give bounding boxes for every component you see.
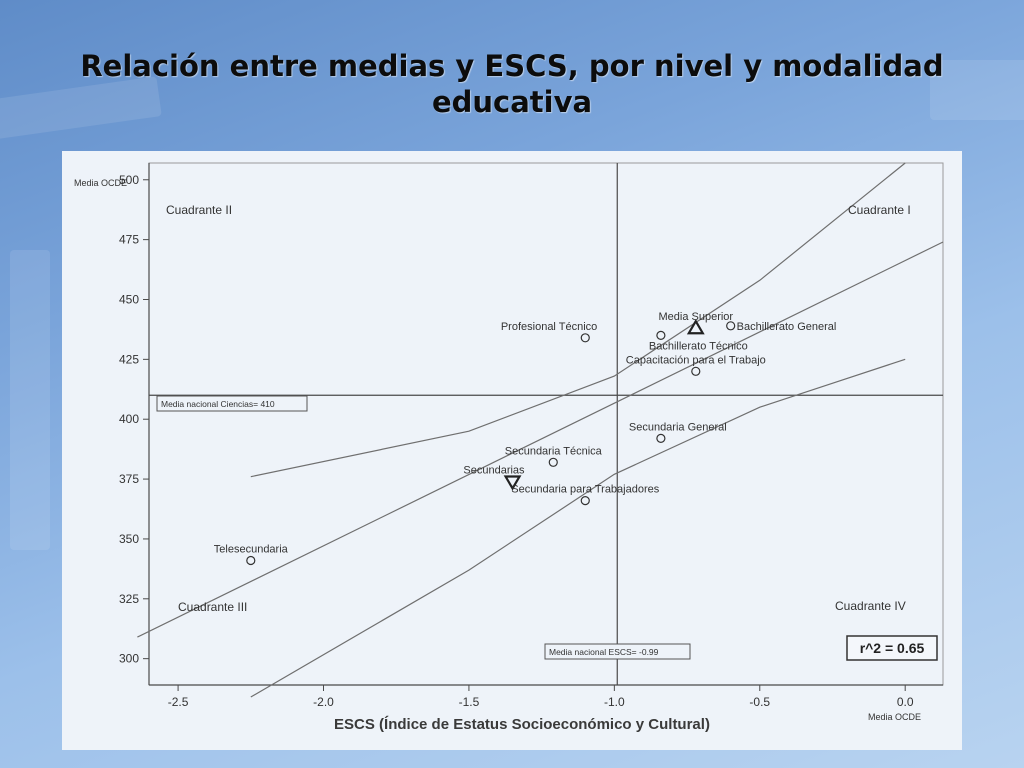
point-marker-circle bbox=[580, 496, 590, 506]
point-marker-triangle-down bbox=[503, 475, 522, 491]
point-label: Telesecundaria bbox=[214, 543, 289, 555]
y-tick-label: 450 bbox=[119, 292, 139, 306]
point-marker-circle bbox=[726, 321, 736, 331]
x-corner-label: Media OCDE bbox=[868, 712, 921, 722]
r-squared-box bbox=[846, 635, 938, 661]
ciencias-reference-label: Media nacional Ciencias= 410 bbox=[161, 399, 275, 409]
point-marker-circle bbox=[580, 333, 590, 343]
y-tick-label: 425 bbox=[119, 352, 139, 366]
point-marker-circle bbox=[691, 366, 701, 376]
point-label: Bachillerato Técnico bbox=[649, 340, 748, 352]
plot-frame bbox=[148, 162, 944, 686]
escs-reference-label-box bbox=[544, 643, 691, 660]
point-label: Secundaria General bbox=[629, 421, 727, 433]
quadrant-label-iii: Cuadrante III bbox=[178, 600, 247, 614]
background-shape bbox=[930, 60, 1024, 120]
x-tick-label: 0.0 bbox=[897, 695, 914, 709]
point-label: Secundaria para Trabajadores bbox=[511, 484, 659, 496]
point-marker-circle bbox=[548, 457, 558, 467]
x-tick-label: -2.5 bbox=[168, 695, 189, 709]
y-tick-label: 350 bbox=[119, 532, 139, 546]
point-marker-circle bbox=[246, 555, 256, 566]
x-tick-label: -2.0 bbox=[313, 695, 334, 709]
slide-title: Relación entre medias y ESCS, por nivel … bbox=[0, 48, 1024, 120]
point-label: Capacitación para el Trabajo bbox=[626, 354, 766, 366]
y-tick-label: 400 bbox=[119, 412, 139, 426]
y-tick-label: 500 bbox=[119, 173, 139, 187]
point-label: Secundarias bbox=[463, 464, 525, 476]
point-label: Profesional Técnico bbox=[501, 321, 597, 333]
x-tick-label: -1.5 bbox=[459, 695, 480, 709]
y-tick-label: 325 bbox=[119, 592, 139, 606]
quadrant-label-ii: Cuadrante II bbox=[166, 203, 232, 217]
scatter-chart: 300 325 350 375 400 425 450 475 500 -2.5 -2.0 -1.5 -… bbox=[74, 162, 944, 733]
slide-title-line-2: educativa bbox=[431, 85, 593, 119]
point-marker-circle bbox=[656, 433, 666, 443]
point-label: Secundaria Técnica bbox=[505, 445, 603, 457]
y-tick-label: 375 bbox=[119, 472, 139, 486]
fit-line-upper-band bbox=[250, 162, 906, 478]
point-label: Media Superior bbox=[658, 311, 733, 323]
escs-reference-label: Media nacional ESCS= -0.99 bbox=[549, 647, 659, 657]
fit-line-lower-band bbox=[250, 358, 906, 698]
slide-title-line-1: Relación entre medias y ESCS, por nivel … bbox=[80, 49, 944, 83]
ciencias-reference-label-box bbox=[156, 395, 308, 412]
y-tick-label: 475 bbox=[119, 233, 139, 247]
r-squared-label: r^2 = 0.65 bbox=[860, 640, 925, 656]
point-marker-circle bbox=[656, 330, 666, 341]
quadrant-label-iv: Cuadrante IV bbox=[835, 599, 906, 613]
x-tick-label: -0.5 bbox=[749, 695, 770, 709]
x-axis-title: ESCS (Índice de Estatus Socioeconómico y… bbox=[334, 716, 710, 733]
background-shape bbox=[10, 250, 50, 550]
quadrant-label-i: Cuadrante I bbox=[848, 203, 911, 217]
point-label: Bachillerato General bbox=[737, 321, 837, 333]
fit-line-regression bbox=[137, 241, 944, 638]
point-marker-triangle-up bbox=[686, 319, 705, 335]
chart-panel: 300 325 350 375 400 425 450 475 500 -2.5 -2.0 -1.5 -… bbox=[62, 151, 962, 750]
y-axis-label: Media OCDE bbox=[74, 178, 127, 188]
y-tick-label: 300 bbox=[119, 652, 139, 666]
x-tick-label: -1.0 bbox=[604, 695, 625, 709]
